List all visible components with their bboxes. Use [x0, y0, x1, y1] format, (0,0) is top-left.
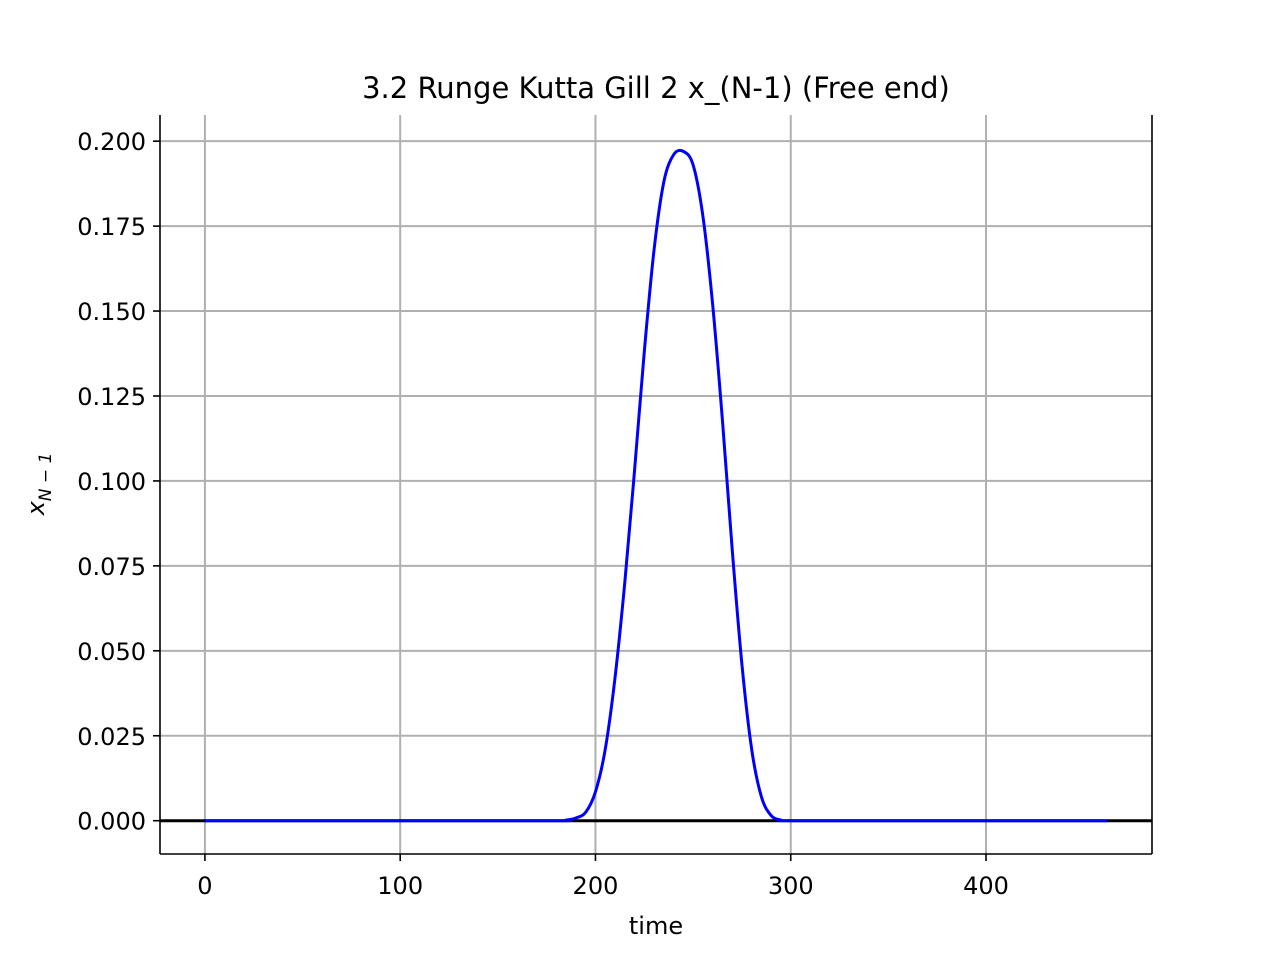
y-axis-label-subscript: N − 1: [36, 453, 56, 502]
y-tick-label: 0.150: [77, 298, 146, 326]
y-tick-label: 0.050: [77, 638, 146, 666]
chart-title: 3.2 Runge Kutta Gill 2 x_(N-1) (Free end…: [362, 71, 950, 105]
x-tick-label: 300: [768, 872, 814, 900]
series-line: [204, 148, 1108, 823]
x-tick-label: 400: [963, 872, 1009, 900]
grid: [160, 115, 1152, 854]
x-tick-label: 200: [573, 872, 619, 900]
y-tick-label: 0.075: [77, 553, 146, 581]
y-tick-label: 0.100: [77, 468, 146, 496]
y-tick-label: 0.125: [77, 383, 146, 411]
y-tick-label: 0.200: [77, 128, 146, 156]
y-tick-label: 0.175: [77, 213, 146, 241]
y-axis-ticks: 0.000 0.025 0.050 0.075 0.100 0.125 0.150 0.175…: [77, 128, 160, 836]
y-tick-label: 0.000: [77, 808, 146, 836]
y-axis-label: xN − 1: [22, 453, 56, 517]
series-layer: [204, 148, 1108, 823]
y-tick-label: 0.025: [77, 723, 146, 751]
x-tick-label: 100: [377, 872, 423, 900]
y-axis-label-base: x: [22, 500, 50, 516]
x-tick-label: 0: [197, 872, 212, 900]
x-axis-label: time: [629, 912, 683, 940]
x-axis-ticks: 0 100 200 300 400: [197, 854, 1009, 900]
